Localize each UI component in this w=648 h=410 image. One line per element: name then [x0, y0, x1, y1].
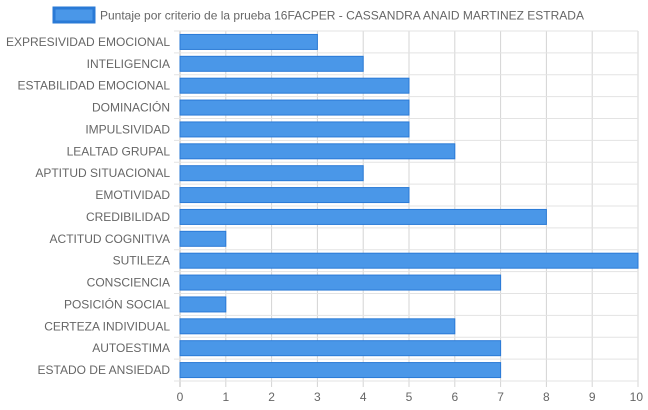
bar[interactable] — [179, 99, 410, 116]
category-axis: EXPRESIVIDAD EMOCIONAL INTELIGENCIA ESTABI… — [6, 35, 170, 377]
x-tick-label: 5 — [406, 390, 413, 404]
category-label: IMPULSIVIDAD — [85, 122, 170, 136]
x-tick-label: 1 — [222, 390, 229, 404]
value-axis: 0 1 2 3 4 5 6 7 8 9 10 — [177, 390, 644, 404]
bar[interactable] — [179, 33, 318, 50]
x-tick-label: 6 — [451, 390, 458, 404]
bar[interactable] — [179, 318, 456, 335]
bar[interactable] — [179, 165, 364, 182]
category-label: CERTEZA INDIVIDUAL — [44, 319, 170, 333]
legend-label: Puntaje por criterio de la prueba 16FACP… — [100, 9, 584, 23]
bar[interactable] — [179, 121, 410, 138]
x-tick-label: 9 — [589, 390, 596, 404]
category-label: LEALTAD GRUPAL — [67, 144, 171, 158]
x-tick-label: 7 — [497, 390, 504, 404]
bar[interactable] — [179, 252, 639, 269]
category-label: DOMINACIÓN — [92, 100, 170, 115]
x-tick-label: 3 — [314, 390, 321, 404]
bar[interactable] — [179, 77, 410, 94]
bar[interactable] — [179, 230, 227, 247]
category-label: POSICIÓN SOCIAL — [64, 296, 170, 311]
bar[interactable] — [179, 274, 502, 291]
bar[interactable] — [179, 340, 502, 357]
category-label: APTITUD SITUACIONAL — [35, 166, 170, 180]
category-label: CREDIBILIDAD — [86, 210, 170, 224]
x-tick-label: 10 — [630, 390, 644, 404]
bar[interactable] — [179, 208, 547, 225]
chart-bars — [179, 33, 639, 379]
x-tick-label: 0 — [177, 390, 184, 404]
category-label: CONSCIENCIA — [87, 276, 170, 290]
category-label: ACTITUD COGNITIVA — [50, 232, 170, 246]
category-label: EXPRESIVIDAD EMOCIONAL — [6, 35, 170, 49]
category-label: ESTADO DE ANSIEDAD — [38, 363, 171, 377]
category-label: SUTILEZA — [113, 254, 170, 268]
x-tick-label: 2 — [268, 390, 275, 404]
legend-swatch — [52, 6, 96, 24]
chart-legend[interactable]: Puntaje por criterio de la prueba 16FACP… — [52, 6, 584, 24]
category-label: INTELIGENCIA — [87, 57, 170, 71]
bar[interactable] — [179, 187, 410, 204]
bar[interactable] — [179, 296, 227, 313]
category-label: EMOTIVIDAD — [95, 188, 170, 202]
bar[interactable] — [179, 55, 364, 72]
bar[interactable] — [179, 143, 456, 160]
category-label: AUTOESTIMA — [92, 341, 170, 355]
category-label: ESTABILIDAD EMOCIONAL — [18, 79, 171, 93]
x-tick-label: 4 — [360, 390, 367, 404]
bar[interactable] — [179, 362, 502, 379]
x-tick-label: 8 — [543, 390, 550, 404]
